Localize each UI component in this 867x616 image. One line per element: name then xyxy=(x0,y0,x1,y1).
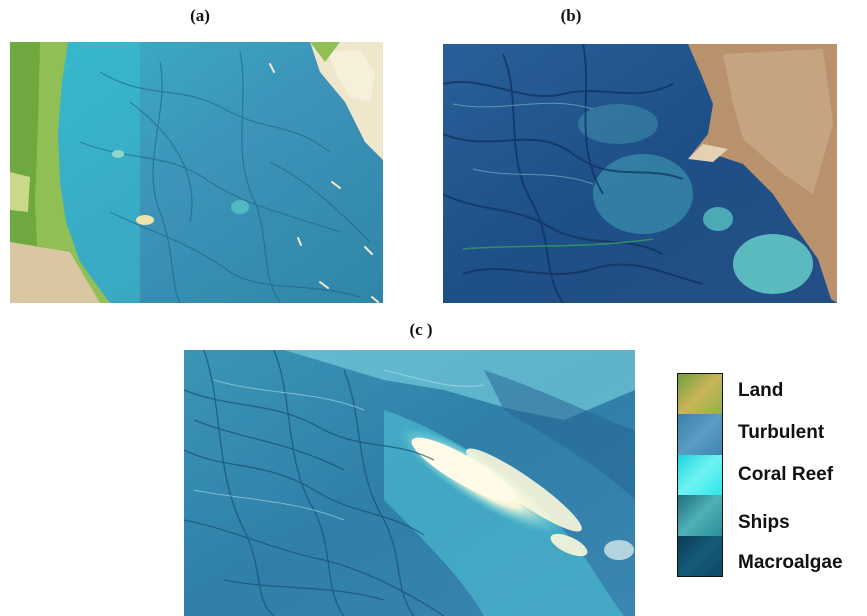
satellite-image-a xyxy=(10,42,383,303)
legend-swatch-turbulent xyxy=(678,414,722,455)
panel-c-label: (c ) xyxy=(409,320,433,339)
panel-b-label: (b) xyxy=(560,6,582,25)
legend-color-bar xyxy=(677,373,723,577)
legend-swatch-coral-reef xyxy=(678,454,722,496)
satellite-image-c xyxy=(184,350,635,616)
legend-swatch-ships xyxy=(678,495,722,536)
legend-label-ships: Ships xyxy=(738,512,790,533)
legend-swatch-macroalgae xyxy=(678,535,722,576)
legend-label-land: Land xyxy=(738,380,784,401)
legend-swatch-land xyxy=(678,374,722,415)
satellite-image-b xyxy=(443,44,837,303)
legend-label-macroalgae: Macroalgae xyxy=(738,552,843,573)
legend-label-turbulent: Turbulent xyxy=(738,422,825,443)
panel-a-label: (a) xyxy=(190,6,210,25)
legend-label-coral-reef: Coral Reef xyxy=(738,464,834,485)
